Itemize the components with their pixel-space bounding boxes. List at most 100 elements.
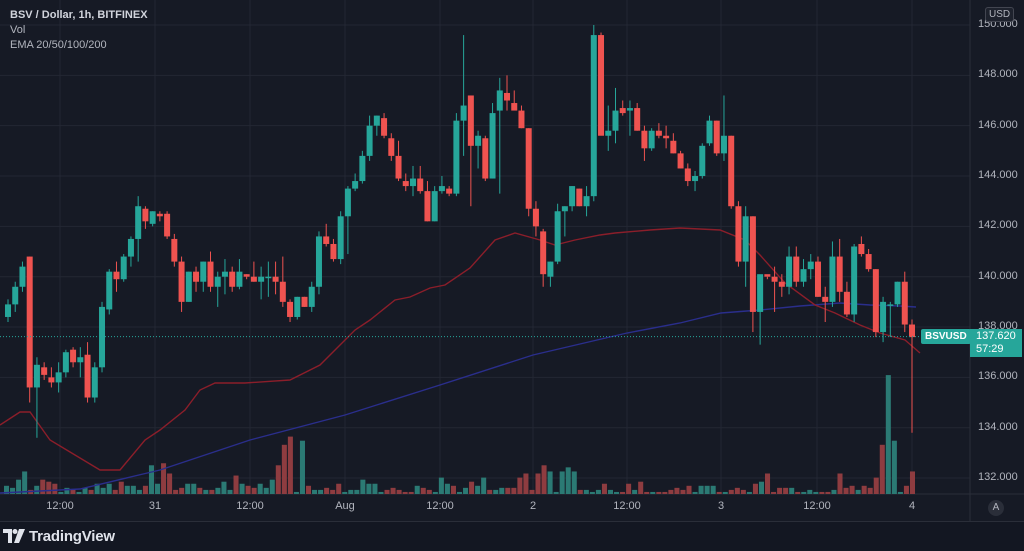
volume-bar xyxy=(450,485,456,494)
candle-body xyxy=(655,130,662,136)
candle-body xyxy=(771,276,778,282)
candle-body xyxy=(207,261,214,287)
volume-bar xyxy=(837,473,843,494)
candle-body xyxy=(120,256,127,280)
candle-body xyxy=(171,238,178,262)
volume-bar xyxy=(22,471,28,494)
volume-bar xyxy=(40,479,46,494)
price-tick-label: 132.000 xyxy=(978,471,1018,484)
volume-bar xyxy=(112,489,118,494)
ema-indicator-label[interactable]: EMA 20/50/100/200 xyxy=(10,39,107,51)
volume-bar xyxy=(154,483,161,494)
candle-body xyxy=(504,92,511,101)
candle-body xyxy=(525,128,532,209)
volume-bar xyxy=(511,487,517,494)
candle-body xyxy=(221,271,228,277)
candle-body xyxy=(793,256,800,282)
candle-body xyxy=(84,354,91,398)
candle-body xyxy=(692,176,699,182)
candle-body xyxy=(641,130,648,149)
volume-bar xyxy=(795,491,801,494)
chart-frame[interactable] xyxy=(0,0,1024,522)
candle-body xyxy=(214,276,221,287)
time-tick-label: 12:00 xyxy=(236,500,264,512)
volume-bar xyxy=(396,489,402,494)
candle-body xyxy=(12,286,19,305)
ema-200-line xyxy=(0,302,917,494)
volume-bar xyxy=(771,491,777,494)
volume-bar xyxy=(499,487,505,494)
candle-body xyxy=(330,243,337,260)
candle-body xyxy=(872,269,879,333)
candle-body xyxy=(33,364,40,388)
volume-bar xyxy=(82,487,88,494)
candle-body xyxy=(460,105,467,121)
auto-scale-button[interactable]: A xyxy=(988,500,1004,516)
volume-bar xyxy=(535,473,541,494)
volume-bar xyxy=(734,487,740,494)
volume-bar xyxy=(722,491,728,494)
volume-bar xyxy=(312,489,318,494)
currency-badge[interactable]: USD xyxy=(985,7,1015,22)
volume-bar xyxy=(487,489,493,494)
candle-body xyxy=(532,208,539,227)
time-tick-label: 3 xyxy=(717,500,725,512)
volume-bar xyxy=(408,491,414,494)
candle-body xyxy=(178,261,185,302)
volume-bar xyxy=(438,477,444,494)
candle-body xyxy=(301,296,308,307)
candle-body xyxy=(258,276,265,282)
time-tick-label: 12:00 xyxy=(613,500,641,512)
volume-bar xyxy=(70,489,76,494)
candle-body xyxy=(323,236,330,244)
candle-body xyxy=(265,276,272,279)
candle-body xyxy=(626,108,633,111)
time-tick-label: 12:00 xyxy=(426,500,454,512)
volume-bar xyxy=(698,485,704,494)
tradingview-logo-text: TradingView xyxy=(29,527,115,545)
volume-bar xyxy=(354,489,360,494)
tradingview-logo[interactable]: TradingView xyxy=(3,525,115,547)
price-chart[interactable] xyxy=(0,0,1024,521)
volume-bar xyxy=(493,489,499,494)
volume-bar xyxy=(342,491,348,494)
candle-body xyxy=(373,115,380,126)
time-tick-label: 12:00 xyxy=(803,500,831,512)
volume-bar xyxy=(432,491,438,494)
tradingview-logo-icon xyxy=(3,529,25,543)
candle-body xyxy=(164,213,171,237)
candle-body xyxy=(366,125,373,156)
volume-bar xyxy=(843,487,849,494)
candle-body xyxy=(287,301,294,317)
volume-bar xyxy=(716,491,722,494)
volume-bar xyxy=(233,475,239,494)
volume-bar xyxy=(626,483,632,494)
volume-indicator-label[interactable]: Vol xyxy=(10,24,26,36)
volume-bar xyxy=(269,479,275,494)
volume-bar xyxy=(94,483,100,494)
volume-bar xyxy=(124,485,130,494)
volume-bar xyxy=(650,491,656,494)
volume-bar xyxy=(330,489,336,494)
candle-body xyxy=(294,296,301,317)
volume-bar xyxy=(384,489,390,494)
volume-bar xyxy=(100,487,106,494)
candle-body xyxy=(540,231,547,275)
price-tick-label: 134.000 xyxy=(978,420,1018,433)
volume-bar xyxy=(118,481,124,494)
volume-bar xyxy=(287,436,293,494)
candle-body xyxy=(720,135,727,154)
candle-body xyxy=(880,301,887,333)
symbol-title[interactable]: BSV / Dollar, 1h, BITFINEX xyxy=(10,9,148,21)
volume-bar xyxy=(891,440,897,494)
volume-bar xyxy=(106,483,112,494)
volume-bar xyxy=(668,489,674,494)
volume-bar xyxy=(130,485,136,494)
volume-bar xyxy=(64,487,70,494)
volume-bar xyxy=(758,481,765,494)
candle-body xyxy=(185,271,192,302)
volume-bar xyxy=(517,477,523,494)
volume-bar xyxy=(813,491,819,494)
candle-body xyxy=(569,186,576,207)
ema-20-line xyxy=(0,227,921,471)
